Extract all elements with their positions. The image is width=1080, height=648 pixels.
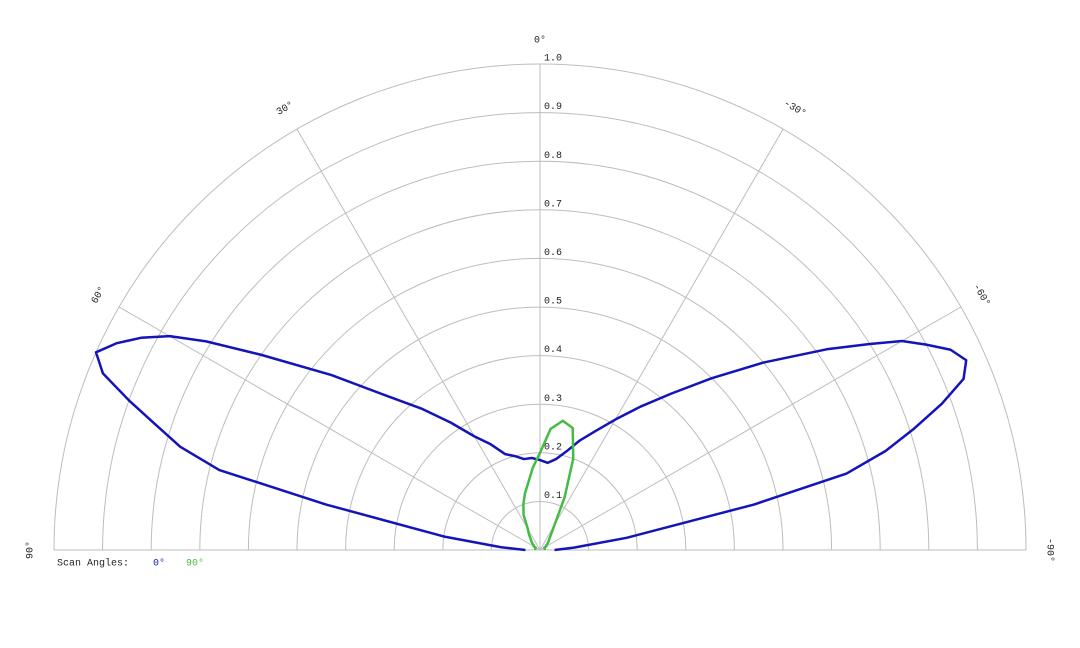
- grid-spoke: [118, 306, 541, 551]
- grid-spoke: [539, 128, 784, 551]
- r-tick-label: 0.7: [544, 199, 562, 210]
- r-tick-label: 0.9: [544, 102, 562, 113]
- r-tick-label: 0.3: [544, 394, 562, 405]
- r-tick-label: 0.1: [544, 491, 562, 502]
- series-line: [94, 334, 968, 552]
- angle-label: -90°: [1043, 538, 1055, 562]
- series-line: [522, 419, 575, 551]
- r-tick-label: 0.6: [544, 248, 562, 259]
- r-tick-label: 0.8: [544, 151, 562, 162]
- grid-spoke: [296, 128, 541, 551]
- r-tick-label: 0.5: [544, 297, 562, 308]
- angle-label: 60°: [89, 285, 108, 307]
- angle-label: 30°: [275, 99, 297, 118]
- angle-label: 0°: [534, 35, 546, 47]
- angle-label: 90°: [25, 541, 37, 559]
- angle-label: -30°: [781, 98, 808, 120]
- angle-label: -60°: [970, 282, 992, 309]
- legend-entry: 0°: [153, 558, 165, 570]
- r-tick-label: 0.2: [544, 442, 562, 453]
- r-tick-label: 0.4: [544, 345, 562, 356]
- legend-entry: 90°: [186, 558, 204, 570]
- r-tick-label: 1.0: [544, 54, 562, 65]
- legend-title: Scan Angles:: [57, 558, 129, 570]
- grid-spoke: [539, 306, 962, 551]
